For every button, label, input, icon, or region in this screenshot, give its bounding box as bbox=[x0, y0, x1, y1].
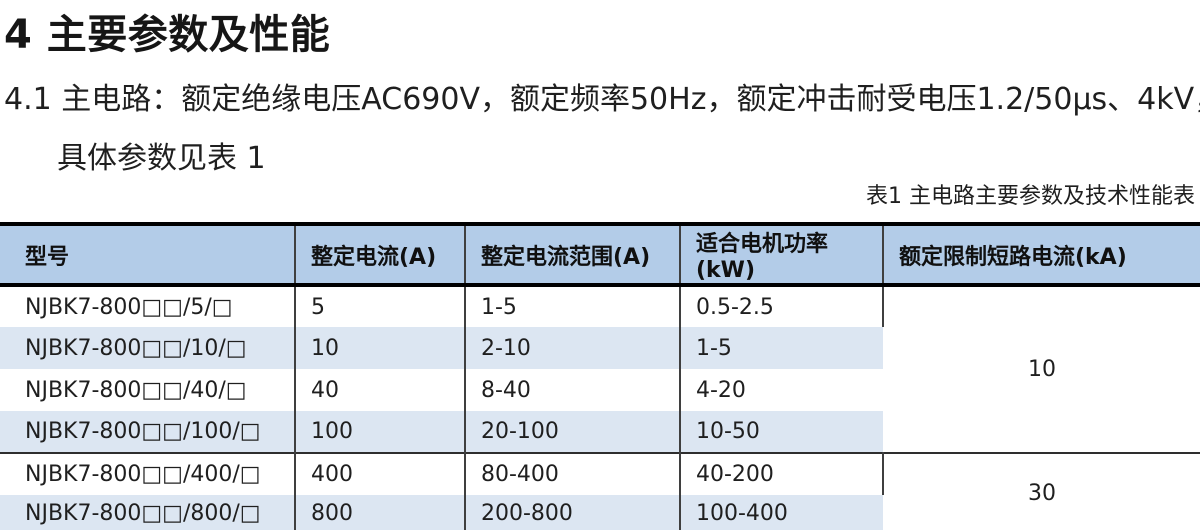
current-range-cell: 200-800 bbox=[465, 495, 681, 530]
table-row: NJBK7-800□□/10/□ 10 2-10 1-5 bbox=[0, 327, 1200, 369]
current-range-cell: 20-100 bbox=[465, 411, 681, 453]
paragraph-line-1: 4.1 主电路：额定绝缘电压AC690V，额定频率50Hz，额定冲击耐受电压1.… bbox=[4, 82, 1200, 117]
motor-power-cell: 100-400 bbox=[680, 495, 883, 530]
limit-current-merged-cell: 30 bbox=[883, 452, 1200, 530]
column-header-set-current: 整定电流(A) bbox=[295, 224, 466, 287]
column-header-model: 型号 bbox=[0, 224, 296, 287]
model-cell: NJBK7-800□□/5/□ bbox=[0, 285, 296, 327]
model-cell: NJBK7-800□□/100/□ bbox=[0, 411, 296, 453]
table-row: NJBK7-800□□/100/□ 100 20-100 10-50 bbox=[0, 411, 1200, 453]
set-current-cell: 10 bbox=[295, 327, 466, 369]
table-caption: 表1 主电路主要参数及技术性能表 bbox=[866, 184, 1195, 209]
set-current-cell: 5 bbox=[295, 285, 466, 327]
table-row: NJBK7-800□□/5/□ 5 1-5 0.5-2.5 10 bbox=[0, 285, 1200, 453]
limit-current-merged-cell: 10 bbox=[883, 285, 1200, 453]
set-current-cell: 400 bbox=[295, 452, 466, 495]
table-row: NJBK7-800□□/400/□ 400 80-400 40-200 30 bbox=[0, 452, 1200, 530]
motor-power-cell: 10-50 bbox=[680, 411, 883, 453]
table-row: NJBK7-800□□/800/□ 800 200-800 100-400 bbox=[0, 495, 1200, 530]
model-cell: NJBK7-800□□/10/□ bbox=[0, 327, 296, 369]
set-current-cell: 40 bbox=[295, 369, 466, 411]
current-range-cell: 8-40 bbox=[465, 369, 681, 411]
model-cell: NJBK7-800□□/800/□ bbox=[0, 495, 296, 530]
paragraph-line-2: 具体参数见表 1 bbox=[57, 141, 266, 176]
column-header-motor-power: 适合电机功率(kW) bbox=[680, 224, 884, 287]
set-current-cell: 800 bbox=[295, 495, 466, 530]
column-header-current-range: 整定电流范围(A) bbox=[465, 224, 681, 287]
table-row: NJBK7-800□□/40/□ 40 8-40 4-20 bbox=[0, 369, 1200, 411]
table-header-row: 型号 整定电流(A) 整定电流范围(A) 适合电机功率(kW) 额定限制短路电流… bbox=[0, 224, 1200, 287]
current-range-cell: 80-400 bbox=[465, 452, 681, 495]
model-cell: NJBK7-800□□/40/□ bbox=[0, 369, 296, 411]
section-title: 4 主要参数及性能 bbox=[4, 12, 331, 58]
column-header-limit-current: 额定限制短路电流(kA) bbox=[883, 224, 1200, 287]
table-body: NJBK7-800□□/5/□ 5 1-5 0.5-2.5 10 NJBK7-800□□/… bbox=[0, 285, 1200, 530]
motor-power-cell: 1-5 bbox=[680, 327, 883, 369]
motor-power-cell: 0.5-2.5 bbox=[680, 285, 884, 327]
parameters-table: 型号 整定电流(A) 整定电流范围(A) 适合电机功率(kW) 额定限制短路电流… bbox=[0, 222, 1200, 530]
current-range-cell: 2-10 bbox=[465, 327, 681, 369]
motor-power-cell: 4-20 bbox=[680, 369, 883, 411]
model-cell: NJBK7-800□□/400/□ bbox=[0, 452, 296, 495]
motor-power-cell: 40-200 bbox=[680, 452, 884, 495]
set-current-cell: 100 bbox=[295, 411, 466, 453]
current-range-cell: 1-5 bbox=[465, 285, 681, 327]
